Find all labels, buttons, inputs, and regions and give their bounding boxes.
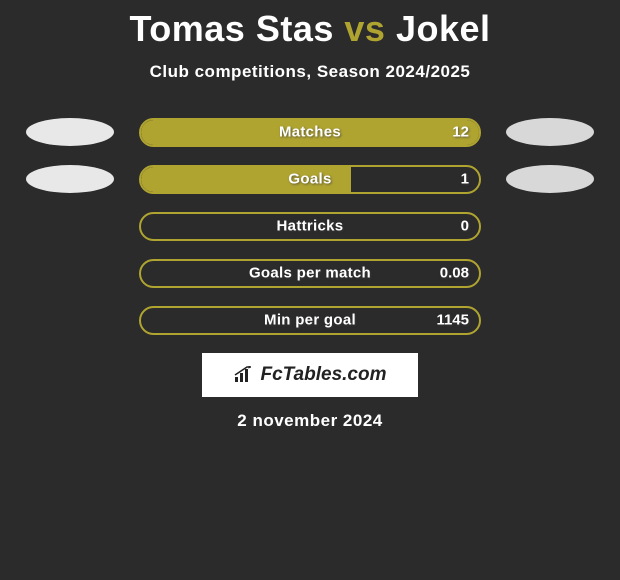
bar-label: Min per goal — [141, 312, 479, 329]
bar-outer: Goals 1 — [139, 165, 481, 194]
right-ellipse — [506, 118, 594, 146]
left-ellipse — [26, 165, 114, 193]
logo-text: FcTables.com — [260, 364, 386, 386]
bar-outer: Min per goal 1145 — [139, 306, 481, 335]
subtitle: Club competitions, Season 2024/2025 — [10, 62, 610, 82]
stats-bars: Matches 12 Goals 1 Hattricks 0 Goals per… — [10, 117, 610, 335]
logo: FcTables.com — [233, 364, 386, 386]
page-title: Tomas Stas vs Jokel — [10, 8, 610, 50]
bar-value: 1145 — [436, 312, 469, 329]
bar-value: 12 — [452, 124, 469, 141]
bar-chart-icon — [233, 366, 255, 384]
bar-label: Goals — [141, 171, 479, 188]
bar-outer: Matches 12 — [139, 118, 481, 147]
stat-row-goals: Goals 1 — [10, 164, 610, 194]
bar-label: Matches — [141, 124, 479, 141]
logo-box: FcTables.com — [202, 353, 418, 397]
right-ellipse — [506, 165, 594, 193]
bar-outer: Goals per match 0.08 — [139, 259, 481, 288]
player1-name: Tomas Stas — [129, 8, 333, 49]
stat-row-matches: Matches 12 — [10, 117, 610, 147]
bar-value: 0.08 — [440, 265, 469, 282]
stat-row-goals-per-match: Goals per match 0.08 — [10, 258, 610, 288]
date-text: 2 november 2024 — [10, 411, 610, 431]
bar-outer: Hattricks 0 — [139, 212, 481, 241]
stat-row-min-per-goal: Min per goal 1145 — [10, 305, 610, 335]
vs-label: vs — [344, 8, 385, 49]
bar-value: 0 — [461, 218, 469, 235]
bar-label: Hattricks — [141, 218, 479, 235]
stat-row-hattricks: Hattricks 0 — [10, 211, 610, 241]
left-ellipse — [26, 118, 114, 146]
player2-name: Jokel — [396, 8, 491, 49]
bar-value: 1 — [461, 171, 469, 188]
bar-label: Goals per match — [141, 265, 479, 282]
